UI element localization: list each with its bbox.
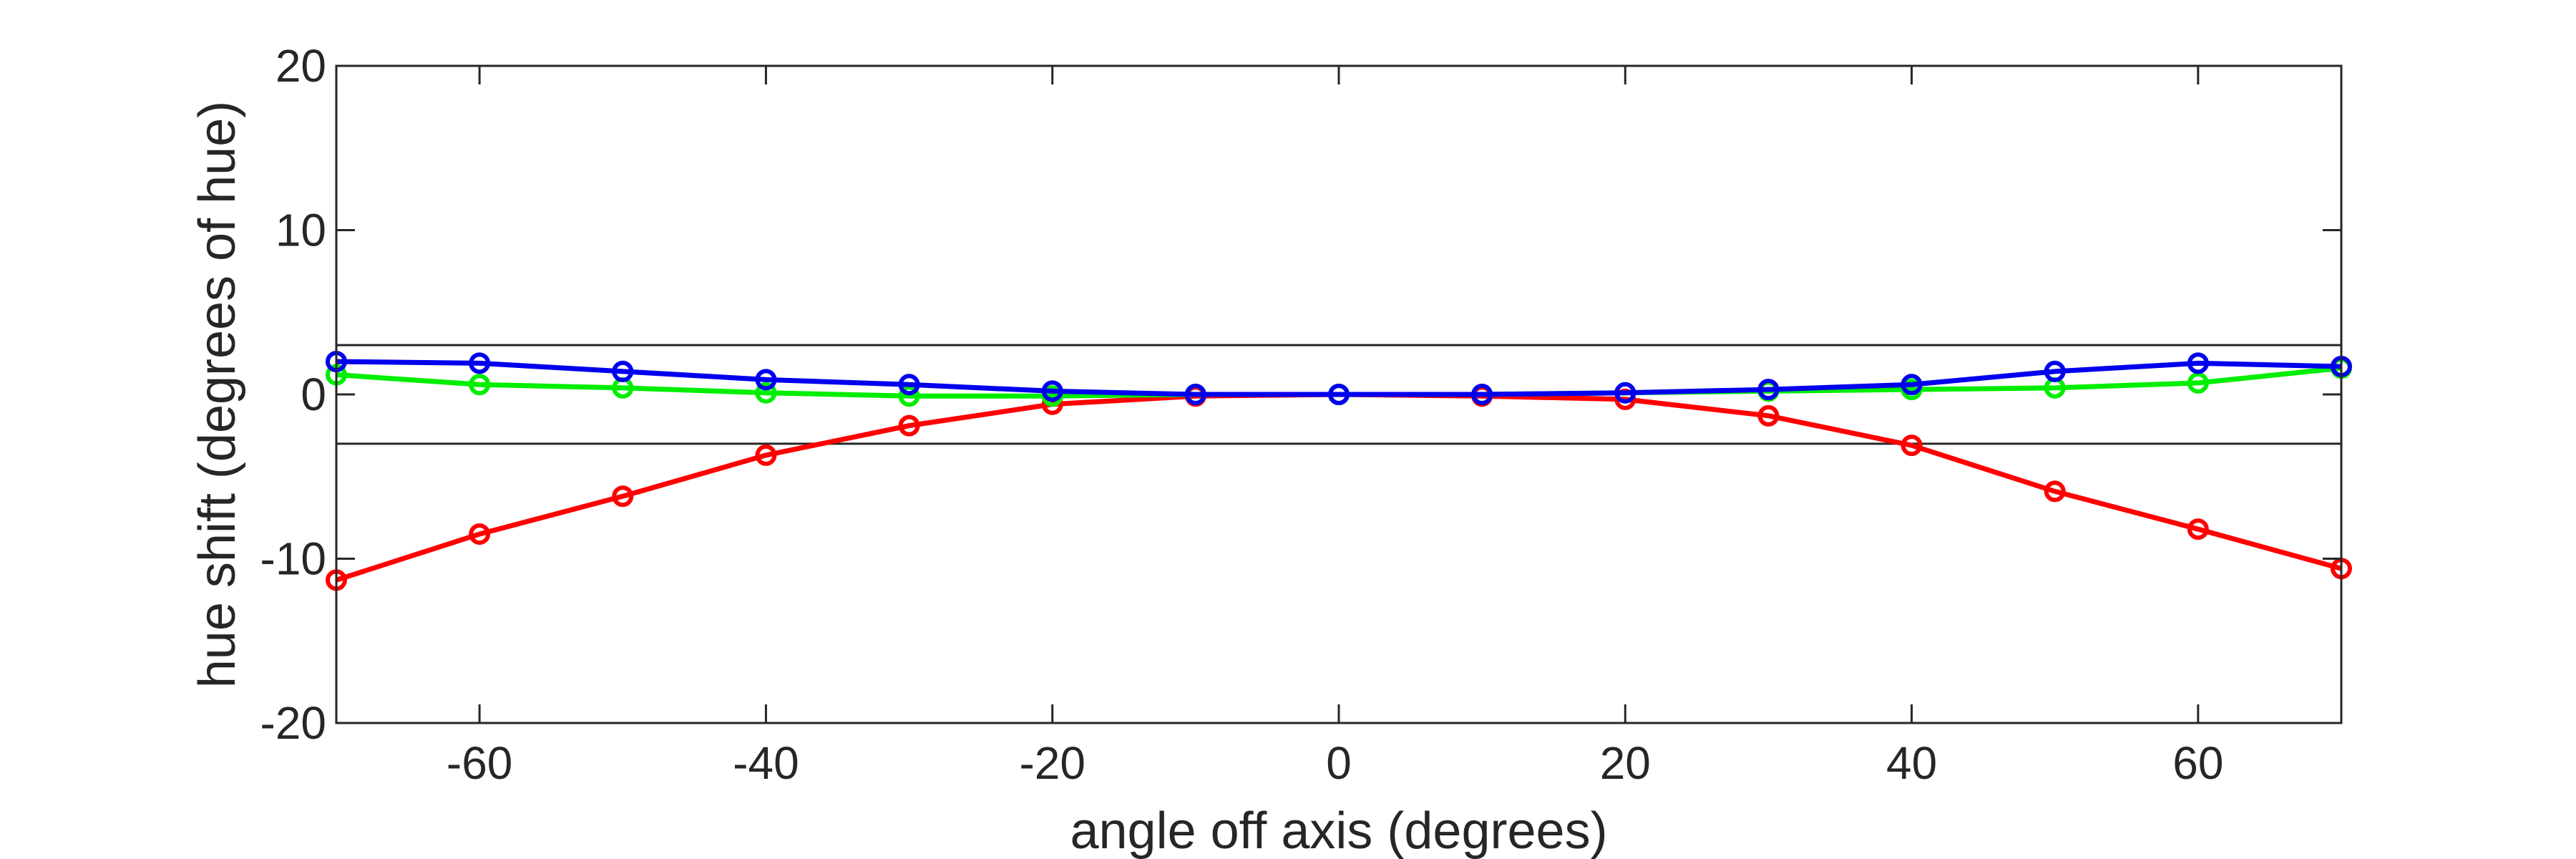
data-point	[1901, 374, 1923, 396]
x-tick-label: -40	[733, 737, 799, 789]
data-point	[755, 369, 777, 391]
data-point	[2044, 360, 2066, 382]
data-point	[898, 414, 920, 437]
data-point	[2187, 372, 2209, 394]
y-axis-label: hue shift (degrees of hue)	[189, 101, 246, 689]
y-tick-label: -20	[260, 697, 327, 749]
data-point	[1041, 380, 1063, 402]
data-point	[1328, 384, 1350, 405]
y-tick-label: 0	[301, 369, 326, 420]
data-point	[1184, 384, 1206, 405]
data-point	[755, 444, 777, 466]
data-point	[898, 374, 920, 396]
data-point	[2187, 518, 2209, 540]
data-point	[1614, 382, 1636, 404]
series-1	[326, 384, 2352, 591]
series-line	[336, 359, 2342, 397]
reference-lines	[336, 344, 2341, 445]
series-3	[326, 351, 2352, 405]
x-tick-label: 20	[1600, 737, 1651, 789]
x-axis-ticks: -60 -40 -20 0 20 40 60	[447, 66, 2223, 789]
y-tick-label: 20	[275, 40, 326, 92]
data-point	[2044, 480, 2066, 503]
data-point	[755, 382, 777, 404]
data-point	[612, 485, 634, 508]
x-tick-label: 60	[2172, 737, 2223, 789]
y-tick-label: -10	[260, 533, 327, 585]
data-point	[2187, 352, 2209, 374]
x-tick-label: -20	[1019, 737, 1085, 789]
data-series	[326, 351, 2352, 591]
x-tick-label: 40	[1886, 737, 1937, 789]
x-axis-label: angle off axis (degrees)	[1070, 802, 1607, 859]
series-line	[335, 392, 2342, 583]
data-point	[898, 385, 920, 407]
data-point	[469, 352, 491, 374]
x-tick-label: 0	[1326, 737, 1352, 789]
data-point	[612, 360, 634, 382]
data-point	[469, 523, 491, 545]
x-tick-label: -60	[447, 737, 513, 789]
y-axis-ticks: -20 -10 0 10 20	[260, 40, 2341, 749]
data-point	[1757, 379, 1780, 401]
data-point	[469, 374, 491, 396]
data-point	[1757, 404, 1780, 427]
data-point	[1901, 435, 1923, 457]
data-point	[1471, 384, 1493, 405]
y-tick-label: 10	[275, 205, 326, 256]
